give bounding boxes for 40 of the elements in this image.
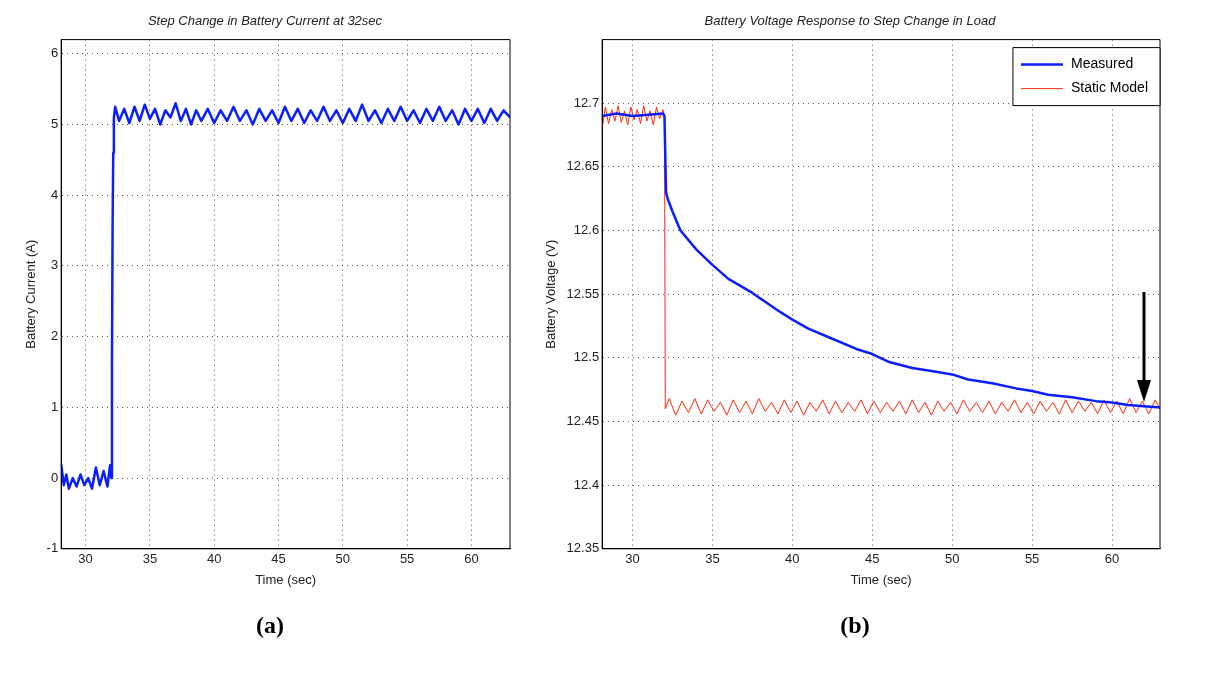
legend-label: Static Model <box>1070 79 1149 96</box>
y-tick-label: 5 <box>50 116 59 132</box>
y-tick-label: 6 <box>50 45 59 61</box>
y-tick-label: 12.7 <box>573 94 600 110</box>
text: (a) <box>255 612 285 639</box>
x-tick-label: 35 <box>142 551 158 567</box>
chart-title: Battery Voltage Response to Step Change in Load <box>704 13 997 29</box>
x-tick-label: 55 <box>399 551 415 567</box>
y-tick-label: 12.6 <box>573 222 600 238</box>
y-tick-label: 12.4 <box>573 476 600 492</box>
y-tick-label: 0 <box>50 469 59 485</box>
x-tick-label: 45 <box>271 551 286 567</box>
y-tick-label: 2 <box>50 328 59 344</box>
x-axis-title: Time (sec) <box>255 571 317 587</box>
y-tick-label: 12.5 <box>573 349 600 365</box>
y-tick-label: 12.55 <box>566 285 600 301</box>
x-tick-label: 35 <box>705 551 720 567</box>
x-tick-label: 45 <box>865 551 880 567</box>
x-axis-title: Time (sec) <box>850 571 912 587</box>
y-tick-label: 12.45 <box>566 413 600 429</box>
chart-title: Step Change in Battery Current at 32sec <box>147 13 383 29</box>
y-tick-label: 4 <box>50 186 59 202</box>
y-tick-label: 3 <box>50 257 59 273</box>
x-tick-label: 40 <box>785 551 800 567</box>
x-tick-label: 60 <box>464 551 479 567</box>
x-tick-label: 55 <box>1024 551 1040 567</box>
text: (b) <box>839 612 871 639</box>
x-tick-label: 50 <box>944 551 960 567</box>
x-tick-label: 40 <box>206 551 222 567</box>
x-tick-label: 60 <box>1104 551 1120 567</box>
y-axis-title: Battery Voltage (V) <box>543 239 559 349</box>
y-tick-label: -1 <box>46 540 59 556</box>
x-tick-label: 50 <box>335 551 351 567</box>
x-tick-label: 30 <box>78 551 93 567</box>
y-tick-label: 12.35 <box>566 540 600 556</box>
y-tick-label: 1 <box>50 398 59 414</box>
y-tick-label: 12.65 <box>566 158 600 174</box>
legend-label: Measured <box>1070 55 1134 72</box>
y-axis-title: Battery Current (A) <box>23 239 39 349</box>
x-tick-label: 30 <box>625 551 640 567</box>
